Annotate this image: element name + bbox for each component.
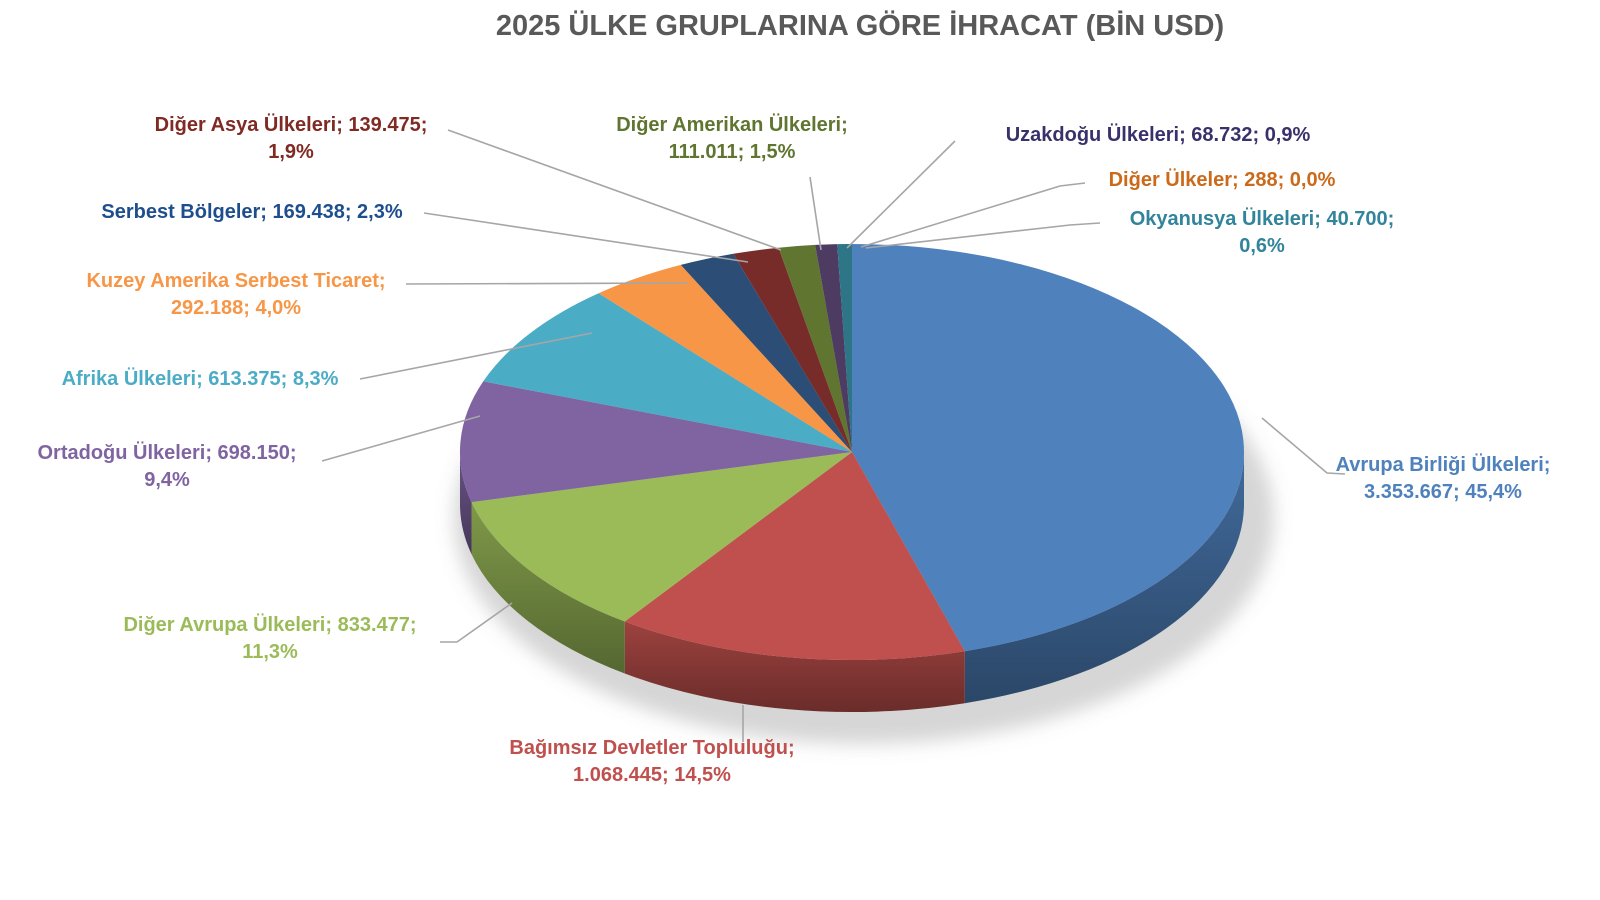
- pie-label-kuzey-amerika-serbest-ticaret: Kuzey Amerika Serbest Ticaret; 292.188; 4…: [26, 268, 446, 322]
- pie-label-line1: Ortadoğu Ülkeleri; 698.150;: [37, 442, 297, 464]
- pie-label-okyanusya-ulkeleri: Okyanusya Ülkeleri; 40.700; 0,6%: [1077, 206, 1447, 260]
- pie-label-line2: 11,3%: [242, 641, 298, 663]
- pie-slice-side-ortadogu-ulkeleri: [459, 452, 472, 555]
- pie-label-avrupa-birligi-ulkeleri: Avrupa Birliği Ülkeleri; 3.353.667; 45,4%: [1273, 452, 1600, 506]
- pie-label-diger-amerikan-ulkeleri: Diğer Amerikan Ülkeleri; 111.011; 1,5%: [542, 112, 922, 166]
- leader-line-diger-avrupa-ulkeleri: [440, 602, 513, 643]
- leader-line-diger-ulkeler: [860, 182, 1086, 248]
- pie-label-line2: 1,9%: [268, 141, 314, 163]
- pie-label-diger-asya-ulkeleri: Diğer Asya Ülkeleri; 139.475; 1,9%: [91, 112, 491, 166]
- leader-line-afrika-ulkeleri: [359, 332, 593, 380]
- pie-label-line1: Serbest Bölgeler; 169.438; 2,3%: [101, 201, 403, 223]
- pie-label-diger-avrupa-ulkeleri: Diğer Avrupa Ülkeleri; 833.477; 11,3%: [70, 612, 470, 666]
- pie-label-line2: 3.353.667; 45,4%: [1364, 481, 1522, 503]
- pie-label-serbest-bolgeler: Serbest Bölgeler; 169.438; 2,3%: [52, 199, 452, 226]
- pie-label-ortadogu-ulkeleri: Ortadoğu Ülkeleri; 698.150; 9,4%: [0, 440, 337, 494]
- pie-label-line1: Uzakdoğu Ülkeleri; 68.732; 0,9%: [1005, 124, 1311, 146]
- leader-line-avrupa-birligi-ulkeleri: [1261, 417, 1346, 475]
- pie-slice-side-diger-avrupa-ulkeleri: [471, 502, 625, 674]
- chart-title: 2025 ÜLKE GRUPLARINA GÖRE İHRACAT (BİN U…: [495, 10, 1225, 42]
- pie-slice-ortadogu-ulkeleri: [459, 381, 852, 503]
- leader-line-kuzey-amerika-serbest-ticaret: [405, 282, 689, 285]
- leader-line-serbest-bolgeler: [423, 212, 749, 263]
- pie-label-line2: 0,6%: [1239, 235, 1285, 257]
- pie-slice-side-bagimsiz-devletler-toplulugu: [624, 621, 965, 712]
- pie-slice-diger-avrupa-ulkeleri: [471, 452, 852, 622]
- pie-label-uzakdogu-ulkeleri: Uzakdoğu Ülkeleri; 68.732; 0,9%: [948, 122, 1368, 149]
- pie-label-line2: 292.188; 4,0%: [170, 297, 302, 319]
- pie-label-line1: Okyanusya Ülkeleri; 40.700;: [1129, 208, 1395, 230]
- pie-label-line2: 111.011; 1,5%: [668, 141, 796, 163]
- pie-label-line1: Kuzey Amerika Serbest Ticaret;: [86, 270, 386, 292]
- pie-label-afrika-ulkeleri: Afrika Ülkeleri; 613.375; 8,3%: [10, 366, 390, 393]
- pie-slice-okyanusya-ulkeleri: [837, 243, 852, 452]
- pie-slice-diger-asya-ulkeleri: [733, 247, 852, 452]
- leader-line-diger-amerikan-ulkeleri: [809, 176, 822, 251]
- pie-label-line1: Bağımsız Devletler Topluluğu;: [509, 737, 795, 759]
- pie-label-bagimsiz-devletler-toplulugu: Bağımsız Devletler Topluluğu; 1.068.445; …: [442, 735, 862, 789]
- pie-label-line1: Diğer Asya Ülkeleri; 139.475;: [154, 114, 428, 136]
- leader-line-okyanusya-ulkeleri: [865, 222, 1101, 249]
- pie-slice-diger-amerikan-ulkeleri: [778, 244, 852, 452]
- pie-label-line1: Diğer Ülkeler; 288; 0,0%: [1108, 169, 1336, 191]
- pie-label-line2: 1.068.445; 14,5%: [573, 764, 731, 786]
- pie-slice-bagimsiz-devletler-toplulugu: [624, 452, 965, 660]
- pie-label-line1: Diğer Amerikan Ülkeleri;: [616, 114, 848, 136]
- pie-slice-uzakdogu-ulkeleri: [815, 244, 852, 452]
- pie-slice-serbest-bolgeler: [680, 253, 852, 452]
- leader-line-diger-asya-ulkeleri: [447, 129, 782, 251]
- pie-label-diger-ulkeler: Diğer Ülkeler; 288; 0,0%: [1062, 167, 1382, 194]
- pie-slice-avrupa-birligi-ulkeleri: [852, 244, 1244, 652]
- pie-slice-side-avrupa-birligi-ulkeleri: [964, 452, 1244, 704]
- pie-label-line1: Avrupa Birliği Ülkeleri;: [1335, 454, 1551, 476]
- pie-label-line1: Diğer Avrupa Ülkeleri; 833.477;: [123, 614, 417, 636]
- leader-line-uzakdogu-ulkeleri: [846, 140, 956, 249]
- pie-slice-afrika-ulkeleri: [483, 293, 852, 452]
- pie-label-line2: 9,4%: [144, 469, 190, 491]
- pie-label-line1: Afrika Ülkeleri; 613.375; 8,3%: [61, 368, 339, 390]
- leader-line-ortadogu-ulkeleri: [321, 415, 481, 462]
- pie-slice-kuzey-amerika-serbest-ticaret: [598, 264, 852, 452]
